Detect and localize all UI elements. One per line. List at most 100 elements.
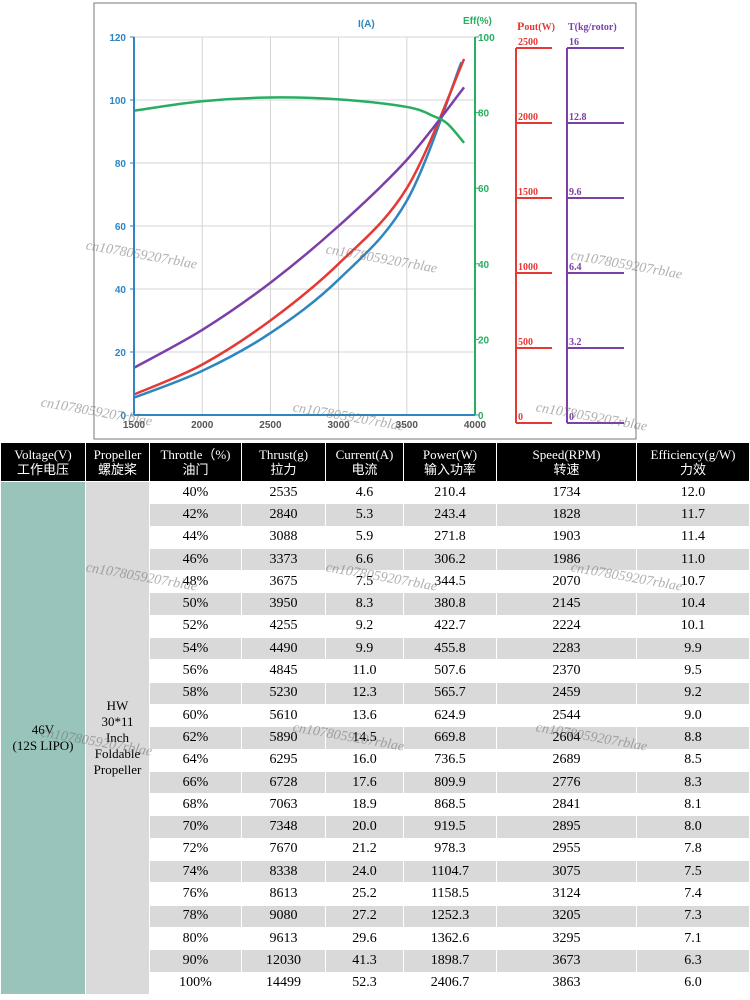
- table-cell: 3950: [241, 592, 326, 616]
- column-header-line: 输入功率: [423, 462, 476, 477]
- table-cell: 11.0: [636, 547, 750, 572]
- x-tick-label: 1500: [123, 420, 146, 431]
- table-cell: 48%: [149, 570, 242, 594]
- table-cell: 344.5: [403, 570, 497, 594]
- table-cell: 2224: [496, 614, 637, 639]
- column-header-line: 电流: [351, 462, 378, 477]
- table-cell: 455.8: [403, 637, 497, 661]
- table-row: 76% 8613 25.2 1158.5 3124 7.4: [1, 882, 750, 906]
- voltage-cell-line: (12S LIPO): [12, 737, 74, 753]
- pout-scale-tick-label: 2500: [518, 37, 538, 48]
- right-tick-label: 20: [478, 335, 490, 346]
- table-cell: 12030: [241, 949, 326, 973]
- table-row: 74% 8338 24.0 1104.7 3075 7.5: [1, 860, 750, 884]
- table-cell: 58%: [149, 681, 242, 705]
- x-tick-label: 2000: [191, 420, 214, 431]
- propeller-cell: HW 30*11 Inch Foldable Propeller: [85, 481, 150, 995]
- column-header-line: 力效: [679, 462, 706, 477]
- table-cell: 10.1: [636, 614, 750, 639]
- column-header: Voltage(V) 工作电压: [0, 442, 86, 482]
- table-cell: 6.0: [636, 971, 750, 995]
- left-axis-label: I(A): [358, 19, 375, 30]
- table-row: 52% 4255 9.2 422.7 2224 10.1: [1, 614, 750, 639]
- table-cell: 4.6: [325, 480, 404, 505]
- table-cell: 7.1: [636, 926, 750, 951]
- table-cell: 54%: [149, 637, 242, 661]
- series-line-thrust: [133, 86, 466, 369]
- table-cell: 9.2: [325, 614, 404, 639]
- table-cell: 8.1: [636, 793, 750, 817]
- table-cell: 56%: [149, 659, 242, 683]
- table-cell: 6.3: [636, 949, 750, 973]
- table-cell: 21.2: [325, 837, 404, 862]
- performance-table-wrap: Voltage(V) 工作电压 Propeller 螺旋桨 Throttle（%) 油门 T…: [0, 442, 750, 995]
- table-row: 90% 12030 41.3 1898.7 3673 6.3: [1, 949, 750, 973]
- table-cell: 2689: [496, 748, 637, 772]
- table-cell: 74%: [149, 860, 242, 884]
- table-cell: 27.2: [325, 904, 404, 928]
- table-cell: 7.5: [325, 570, 404, 594]
- table-cell: 44%: [149, 525, 242, 549]
- column-header: Current(A) 电流: [325, 442, 404, 482]
- table-cell: 978.3: [403, 837, 497, 862]
- table-cell: 11.4: [636, 525, 750, 549]
- voltage-cell: 46V (12S LIPO): [0, 481, 86, 995]
- column-header: Throttle（%) 油门: [149, 442, 242, 482]
- column-header: Power(W) 输入功率: [403, 442, 497, 482]
- table-cell: 52%: [149, 614, 242, 639]
- table-row: 68% 7063 18.9 868.5 2841 8.1: [1, 793, 750, 817]
- table-cell: 2544: [496, 703, 637, 728]
- table-cell: 52.3: [325, 971, 404, 995]
- table-cell: 210.4: [403, 480, 497, 505]
- right-tick-label: 60: [478, 184, 490, 195]
- table-cell: 3124: [496, 882, 637, 906]
- x-tick-label: 2500: [259, 420, 282, 431]
- column-header-line: Propeller: [93, 447, 142, 462]
- table-cell: 60%: [149, 703, 242, 728]
- column-header-line: Speed(RPM): [532, 447, 601, 462]
- table-cell: 868.5: [403, 793, 497, 817]
- table-cell: 4255: [241, 614, 326, 639]
- x-tick-label: 3000: [327, 420, 350, 431]
- column-header: Propeller 螺旋桨: [85, 442, 150, 482]
- x-tick-label: 4000: [464, 420, 487, 431]
- table-cell: 3675: [241, 570, 326, 594]
- table-cell: 14499: [241, 971, 326, 995]
- column-header-line: Current(A): [335, 447, 394, 462]
- table-cell: 1252.3: [403, 904, 497, 928]
- table-cell: 5890: [241, 726, 326, 750]
- table-cell: 9080: [241, 904, 326, 928]
- table-cell: 2283: [496, 637, 637, 661]
- table-cell: 9.5: [636, 659, 750, 683]
- table-cell: 5.9: [325, 525, 404, 549]
- table-cell: 11.0: [325, 659, 404, 683]
- propeller-cell-line: HW: [106, 697, 129, 713]
- table-cell: 7063: [241, 793, 326, 817]
- column-header: Thrust(g) 拉力: [241, 442, 326, 482]
- table-cell: 669.8: [403, 726, 497, 750]
- propeller-cell-line: Foldable: [94, 745, 141, 761]
- table-cell: 18.9: [325, 793, 404, 817]
- table-cell: 2459: [496, 681, 637, 705]
- table-cell: 736.5: [403, 748, 497, 772]
- left-tick-label: 60: [115, 222, 127, 233]
- table-cell: 3863: [496, 971, 637, 995]
- column-header-line: 转速: [553, 462, 580, 477]
- table-cell: 78%: [149, 904, 242, 928]
- column-header-line: Thrust(g): [258, 447, 309, 462]
- column-header: Speed(RPM) 转速: [496, 442, 637, 482]
- table-cell: 41.3: [325, 949, 404, 973]
- performance-chart: 0 20 40 60 80 100 120 0 20 40 60 80 100 1500 2000 2500 3…: [93, 2, 637, 440]
- table-cell: 4490: [241, 637, 326, 661]
- table-cell: 1903: [496, 525, 637, 549]
- thrust-scale-tick-label: 16: [569, 37, 579, 48]
- table-cell: 42%: [149, 503, 242, 527]
- table-cell: 66%: [149, 770, 242, 795]
- table-cell: 2840: [241, 503, 326, 527]
- table-cell: 20.0: [325, 815, 404, 839]
- x-tick-label: 3500: [396, 420, 419, 431]
- table-cell: 64%: [149, 748, 242, 772]
- column-header-line: 油门: [182, 462, 209, 477]
- table-cell: 2841: [496, 793, 637, 817]
- table-cell: 25.2: [325, 882, 404, 906]
